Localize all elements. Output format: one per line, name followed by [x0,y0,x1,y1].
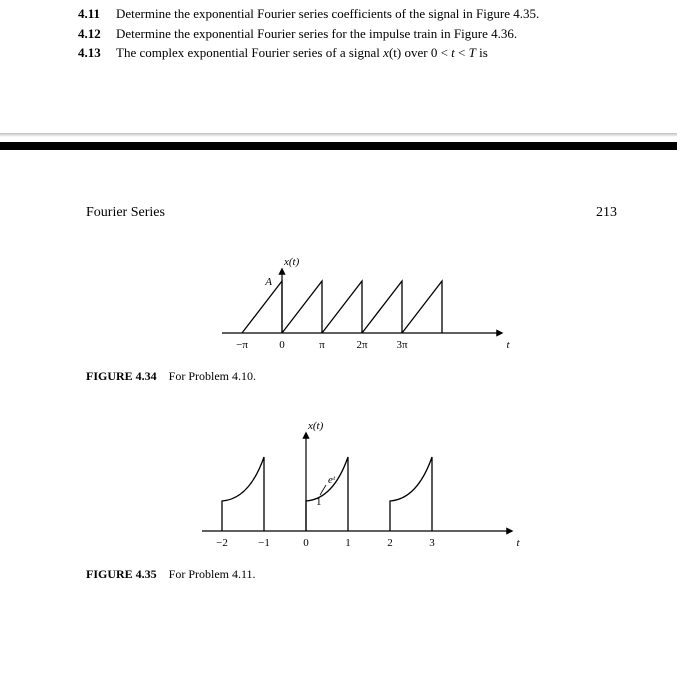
figure-4-34-svg: −π 0 π 2π 3π t x(t) A [172,251,532,361]
svg-text:3π: 3π [396,339,408,351]
svg-text:2π: 2π [356,339,368,351]
figure-4-34: −π 0 π 2π 3π t x(t) A FIGURE 4.34 For Problem 4… [86,251,617,384]
problem-number: 4.11 [78,4,116,24]
figure-caption-text: For Problem 4.11. [169,567,256,581]
svg-text:π: π [319,339,325,351]
text-part: < [455,45,469,60]
svg-text:1: 1 [345,537,351,549]
main-content: Fourier Series 213 −π0π2π3πtx(t)A FIGURE… [0,150,677,582]
svg-text:0: 0 [279,339,285,351]
figure-number: FIGURE 4.34 [86,369,157,383]
svg-text:−2: −2 [216,537,228,549]
page-number: 213 [596,205,617,221]
svg-text:1: 1 [316,496,322,508]
page-header: Fourier Series 213 [86,205,617,221]
svg-text:t: t [516,537,520,549]
figure-4-35-caption: FIGURE 4.35 For Problem 4.11. [86,567,617,582]
svg-text:x(t): x(t) [307,420,324,432]
problem-text: Determine the exponential Fourier series… [116,4,607,24]
var-T: T [469,45,476,60]
svg-text:2: 2 [387,537,393,549]
page-shadow [0,133,677,137]
text-part: The complex exponential Fourier series o… [116,45,383,60]
figure-4-35-svg: −2 −1 0 1 2 3 t x(t) 1 eᵗ [162,419,542,559]
svg-text:A: A [264,276,272,288]
problem-number: 4.13 [78,43,116,63]
svg-text:3: 3 [429,537,435,549]
problem-4-11: 4.11 Determine the exponential Fourier s… [78,4,607,24]
figure-caption-text [160,369,169,383]
problem-4-13: 4.13 The complex exponential Fourier ser… [78,43,607,63]
svg-text:0: 0 [303,537,309,549]
chapter-title: Fourier Series [86,205,165,221]
paren-t: (t) [389,45,401,60]
svg-text:t: t [506,339,510,351]
figure-4-34-caption: FIGURE 4.34 For Problem 4.10. [86,369,617,384]
problem-text: The complex exponential Fourier series o… [116,43,607,63]
text-part: is [476,45,488,60]
svg-text:eᵗ: eᵗ [328,474,336,486]
problem-text: Determine the exponential Fourier series… [116,24,607,44]
problem-number: 4.12 [78,24,116,44]
figure-4-35: −2 −1 0 1 2 3 t x(t) 1 eᵗ FIGURE 4.35 For Problem… [86,419,617,582]
problem-4-12: 4.12 Determine the exponential Fourier s… [78,24,607,44]
page-divider [0,142,677,150]
svg-text:−π: −π [236,339,248,351]
svg-text:−1: −1 [258,537,270,549]
figure-caption-text [160,567,169,581]
text-part: over 0 < [401,45,451,60]
figure-caption-text: For Problem 4.10. [169,369,256,383]
problems-block: 4.11 Determine the exponential Fourier s… [0,0,677,103]
figure-number: FIGURE 4.35 [86,567,157,581]
svg-text:x(t): x(t) [283,256,300,268]
